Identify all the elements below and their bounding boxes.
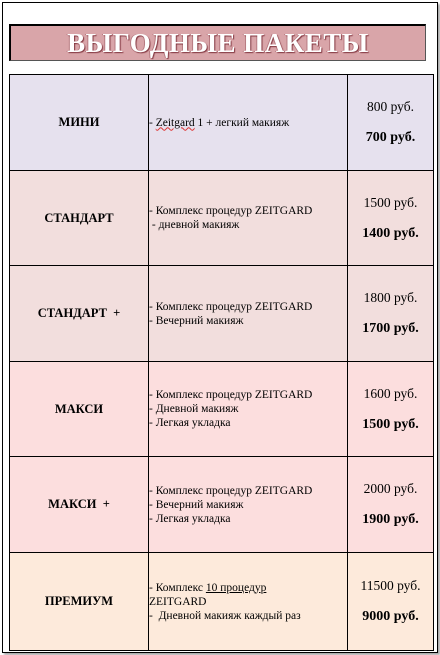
package-description: - Комплекс 10 процедур ZEITGARD - Дневно…	[148, 552, 348, 651]
description-line: - Дневной макияж	[149, 403, 239, 415]
description-line: - Дневной макияж каждый раз	[149, 609, 301, 622]
description-line: - Zeitgard 1 + легкий макияж	[149, 116, 290, 129]
old-price: 1600 руб.	[363, 385, 418, 401]
table-row: СТАНДАРТ + - Комплекс процедур ZEITGARD …	[9, 265, 434, 362]
package-name: СТАНДАРТ	[9, 170, 149, 266]
new-price: 9000 руб.	[362, 609, 419, 624]
old-price: 1500 руб.	[363, 194, 418, 210]
description-line: - Легкая укладка	[149, 417, 231, 429]
description-line: - Комплекс процедур ZEITGARD	[149, 484, 313, 497]
description-line: - дневной макияж	[149, 219, 240, 231]
package-price: 800 руб. 700 руб.	[347, 74, 434, 171]
title-banner: ВЫГОДНЫЕ ПАКЕТЫ	[9, 24, 426, 61]
packages-table: МИНИ - Zeitgard 1 + легкий макияж 800 ру…	[9, 74, 434, 651]
new-price: 700 руб.	[365, 130, 416, 145]
package-name: ПРЕМИУМ	[9, 552, 149, 651]
package-price: 1600 руб. 1500 руб.	[347, 361, 434, 457]
old-price: 1800 руб.	[363, 290, 418, 305]
package-name: СТАНДАРТ +	[9, 265, 149, 362]
package-price: 11500 руб. 9000 руб.	[347, 552, 434, 651]
package-price: 2000 руб. 1900 руб.	[347, 456, 434, 553]
package-description: - Комплекс процедур ZEITGARD - Дневной м…	[148, 361, 348, 457]
package-name: МИНИ	[9, 74, 149, 171]
description-line: - Комплекс 10 процедур	[149, 581, 267, 594]
description-line: - Вечерний макияж	[149, 314, 244, 327]
package-price: 1500 руб. 1400 руб.	[347, 170, 434, 266]
table-row: МАКСИ + - Комплекс процедур ZEITGARD - В…	[9, 456, 434, 553]
page-title: ВЫГОДНЫЕ ПАКЕТЫ	[67, 27, 369, 58]
new-price: 1500 руб.	[362, 416, 419, 432]
old-price: 11500 руб.	[360, 578, 421, 593]
package-description: - Комплекс процедур ZEITGARD - Вечерний …	[148, 265, 348, 362]
table-row: СТАНДАРТ - Комплекс процедур ZEITGARD - …	[9, 170, 434, 266]
package-description: - Zeitgard 1 + легкий макияж	[148, 74, 348, 171]
description-line: - Комплекс процедур ZEITGARD	[149, 205, 313, 217]
description-line: - Комплекс процедур ZEITGARD	[149, 389, 313, 401]
description-line: - Вечерний макияж	[149, 498, 244, 511]
package-name: МАКСИ	[9, 361, 149, 457]
old-price: 2000 руб.	[363, 481, 418, 496]
description-line: - Легкая укладка	[149, 512, 231, 525]
description-line: - Комплекс процедур ZEITGARD	[149, 300, 313, 313]
new-price: 1700 руб.	[362, 321, 419, 336]
old-price: 800 руб.	[366, 99, 414, 114]
new-price: 1900 руб.	[362, 512, 419, 527]
new-price: 1400 руб.	[362, 225, 419, 241]
package-price: 1800 руб. 1700 руб.	[347, 265, 434, 362]
package-name: МАКСИ +	[9, 456, 149, 553]
table-row: МАКСИ - Комплекс процедур ZEITGARD - Дне…	[9, 361, 434, 457]
table-row: ПРЕМИУМ - Комплекс 10 процедур ZEITGARD …	[9, 552, 434, 651]
table-row: МИНИ - Zeitgard 1 + легкий макияж 800 ру…	[9, 74, 434, 171]
description-line: ZEITGARD	[149, 595, 207, 608]
package-description: - Комплекс процедур ZEITGARD - Вечерний …	[148, 456, 348, 553]
package-description: - Комплекс процедур ZEITGARD - дневной м…	[148, 170, 348, 266]
